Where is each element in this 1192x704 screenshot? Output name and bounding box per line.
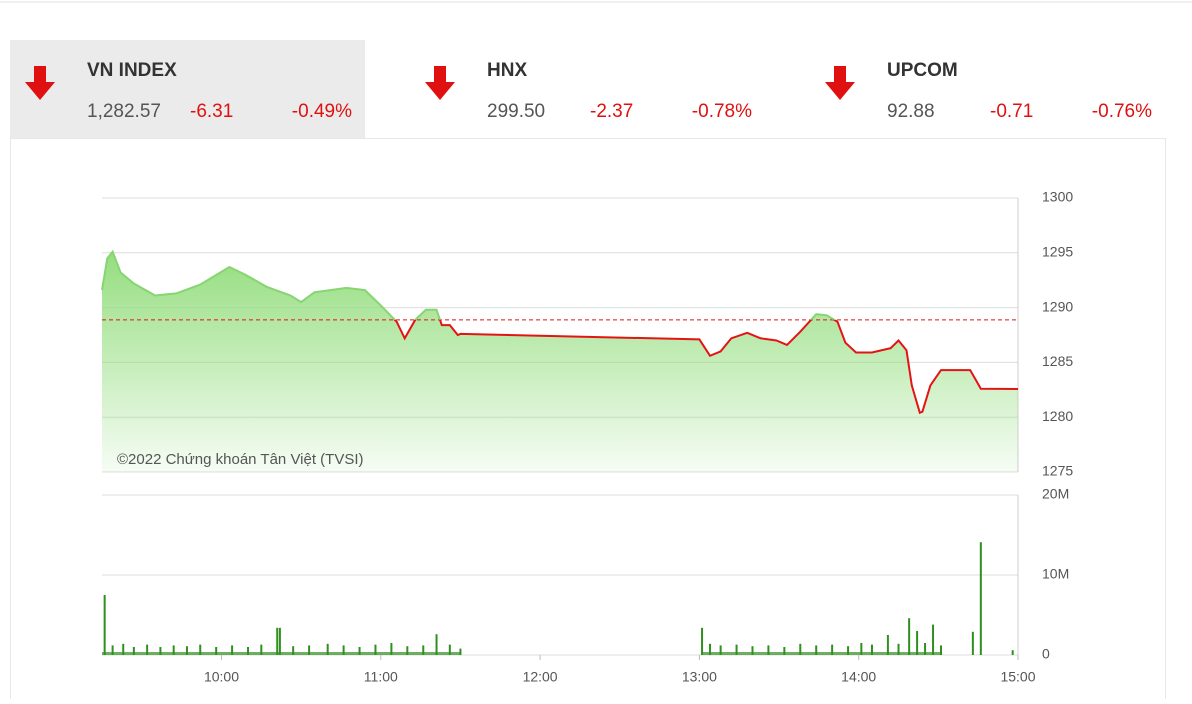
volume-bar xyxy=(231,645,234,655)
volume-bar xyxy=(122,643,125,655)
volume-bar xyxy=(908,618,911,655)
volume-bar xyxy=(701,627,704,655)
volume-bar xyxy=(783,647,786,655)
volume-bar xyxy=(159,647,162,655)
volume-bar xyxy=(276,627,279,655)
y-tick-label: 0 xyxy=(1042,646,1050,662)
volume-bar xyxy=(342,645,345,655)
price-area xyxy=(102,251,1018,472)
y-tick-label: 1285 xyxy=(1042,353,1073,369)
volume-bar xyxy=(979,542,982,655)
volume-bar xyxy=(247,647,250,655)
x-tick-label: 15:00 xyxy=(1000,669,1035,685)
volume-bar xyxy=(971,631,974,655)
volume-bar xyxy=(924,643,927,655)
x-tick-label: 11:00 xyxy=(364,669,398,685)
volume-bar xyxy=(326,643,329,655)
y-tick-label: 1295 xyxy=(1042,244,1073,260)
price-line-down xyxy=(393,319,1019,415)
y-tick-label: 10M xyxy=(1042,566,1069,582)
volume-bar xyxy=(422,645,425,655)
y-tick-label: 1300 xyxy=(1042,189,1073,205)
index-change: -2.37 xyxy=(590,101,633,122)
volume-bar xyxy=(709,643,712,655)
volume-bar xyxy=(292,646,295,655)
x-tick-label: 12:00 xyxy=(523,669,558,685)
y-tick-label: 1290 xyxy=(1042,298,1073,314)
volume-bar xyxy=(916,631,919,655)
y-tick-label: 20M xyxy=(1042,486,1069,502)
volume-bar xyxy=(735,644,738,655)
volume-bar xyxy=(897,643,900,655)
volume-bar xyxy=(719,645,722,655)
volume-bar xyxy=(185,646,188,655)
volume-floor xyxy=(702,652,942,655)
x-tick-label: 10:00 xyxy=(204,669,239,685)
volume-bar xyxy=(815,645,818,655)
volume-bar xyxy=(390,643,393,655)
volume-bar xyxy=(940,645,943,655)
volume-floor xyxy=(102,652,461,655)
volume-bar xyxy=(831,644,834,655)
chart-panel xyxy=(10,138,1166,704)
volume-bar xyxy=(886,635,889,655)
volume-bar xyxy=(132,647,135,655)
volume-bar xyxy=(172,645,175,655)
volume-bar xyxy=(308,645,311,655)
volume-bar xyxy=(278,627,281,655)
volume-bar xyxy=(751,646,754,655)
volume-bar xyxy=(435,634,438,655)
watermark: ©2022 Chứng khoán Tân Việt (TVSI) xyxy=(117,451,364,468)
volume-bar xyxy=(111,645,114,655)
volume-bar xyxy=(860,643,863,655)
x-tick-label: 13:00 xyxy=(682,669,717,685)
volume-bar xyxy=(146,644,149,655)
down-arrow xyxy=(25,66,55,100)
volume-bar xyxy=(1011,650,1014,655)
index-name: VN INDEX xyxy=(87,60,177,81)
volume-bar xyxy=(406,646,409,655)
volume-bar xyxy=(870,644,873,655)
index-name: UPCOM xyxy=(887,60,958,81)
index-value: 92.88 xyxy=(887,101,935,122)
volume-bar xyxy=(260,644,263,655)
volume-bar xyxy=(799,643,802,655)
volume-bar xyxy=(358,647,361,655)
index-percent: -0.49% xyxy=(292,101,352,122)
price-line-up xyxy=(101,249,837,320)
index-value: 299.50 xyxy=(487,101,545,122)
active-tab[interactable] xyxy=(10,40,365,138)
index-change: -0.71 xyxy=(990,101,1033,122)
index-change: -6.31 xyxy=(190,101,233,122)
volume-bar xyxy=(767,645,770,655)
index-value: 1,282.57 xyxy=(87,101,161,122)
volume-bar xyxy=(932,624,935,655)
volume-bar xyxy=(199,644,202,655)
x-tick-label: 14:00 xyxy=(841,669,876,685)
down-arrow xyxy=(825,66,855,100)
index-name: HNX xyxy=(487,60,527,81)
volume-bar xyxy=(215,647,218,655)
volume-bar xyxy=(459,648,462,655)
y-tick-label: 1275 xyxy=(1042,463,1073,479)
volume-bar xyxy=(448,644,451,655)
down-arrow xyxy=(425,66,455,100)
index-percent: -0.78% xyxy=(692,101,752,122)
volume-bar xyxy=(374,644,377,655)
volume-bar xyxy=(103,595,106,655)
volume-bar xyxy=(847,646,850,655)
y-tick-label: 1280 xyxy=(1042,408,1073,424)
index-percent: -0.76% xyxy=(1092,101,1152,122)
